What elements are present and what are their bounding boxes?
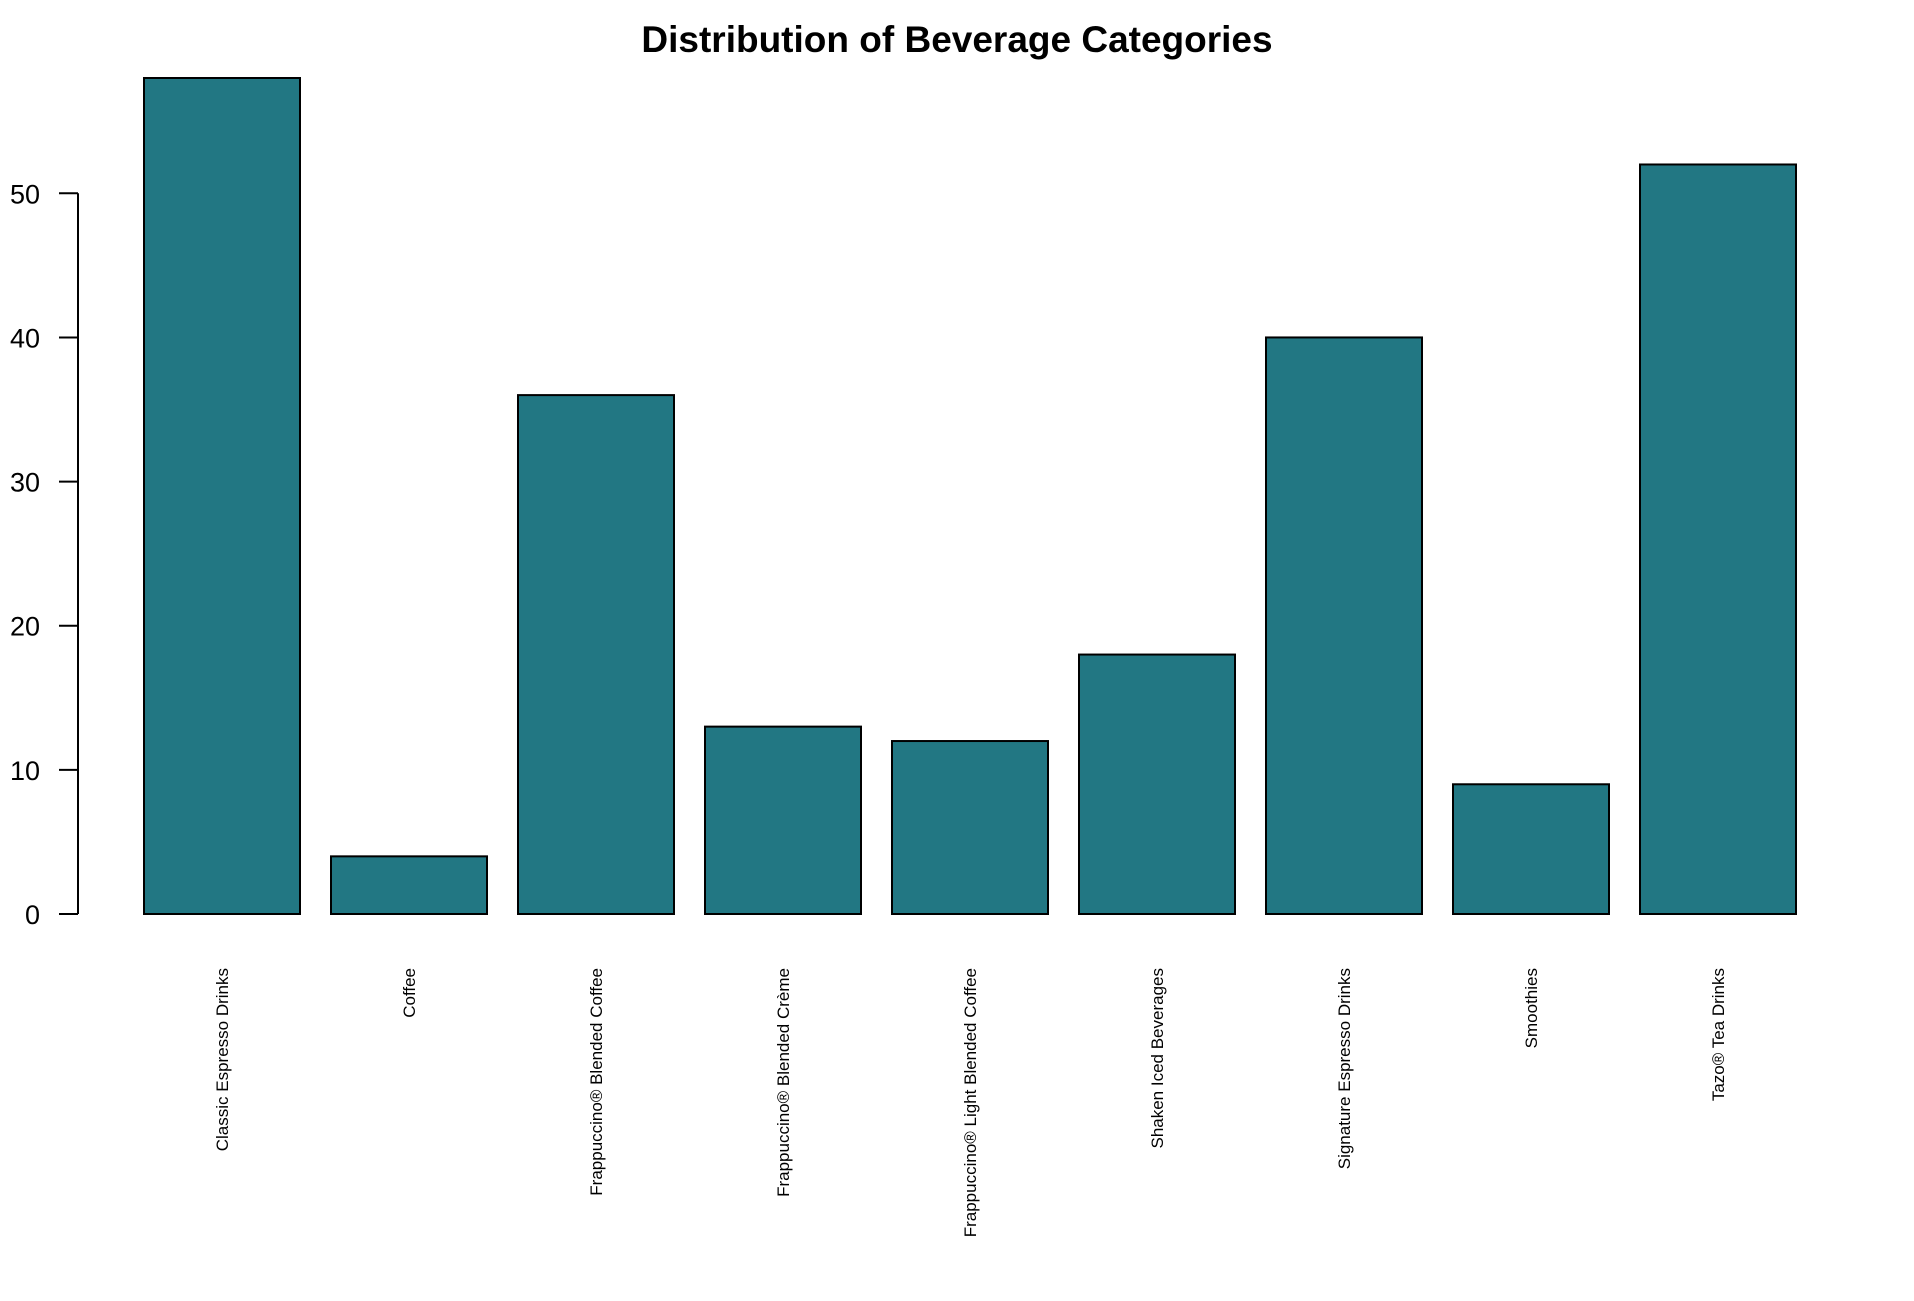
x-tick-label-2: Coffee (400, 968, 419, 1018)
x-tick-label-5: Frappuccino® Light Blended Coffee (961, 968, 980, 1237)
x-tick-label-7: Signature Espresso Drinks (1335, 968, 1354, 1169)
y-tick-label-10: 10 (10, 756, 40, 786)
bar-7 (1265, 336, 1423, 915)
x-tick-label-1: Classic Espresso Drinks (213, 968, 232, 1151)
bar-1 (143, 77, 301, 915)
bar-3 (517, 394, 675, 915)
chart-title: Distribution of Beverage Categories (641, 19, 1272, 60)
x-tick-label-4: Frappuccino® Blended Crème (774, 968, 793, 1197)
x-tick-label-6: Shaken Iced Beverages (1148, 968, 1167, 1149)
bar-4 (704, 725, 862, 915)
x-tick-label-9: Tazo® Tea Drinks (1709, 968, 1728, 1101)
bar-2 (330, 855, 488, 916)
bar-9 (1639, 163, 1797, 915)
bar-5 (891, 740, 1049, 915)
bars-group (143, 77, 1797, 916)
x-tick-label-8: Smoothies (1522, 968, 1541, 1048)
x-axis-labels: Classic Espresso Drinks Coffee Frappuccino… (213, 968, 1728, 1237)
y-tick-label-20: 20 (10, 612, 40, 642)
y-tick-label-0: 0 (25, 900, 40, 930)
y-tick-label-30: 30 (10, 468, 40, 498)
y-tick-label-50: 50 (10, 179, 40, 209)
bar-8 (1452, 783, 1610, 916)
x-tick-label-3: Frappuccino® Blended Coffee (587, 968, 606, 1196)
bar-6 (1078, 653, 1236, 915)
y-axis: 0 10 20 30 40 50 (10, 179, 79, 930)
y-tick-label-40: 40 (10, 323, 40, 353)
